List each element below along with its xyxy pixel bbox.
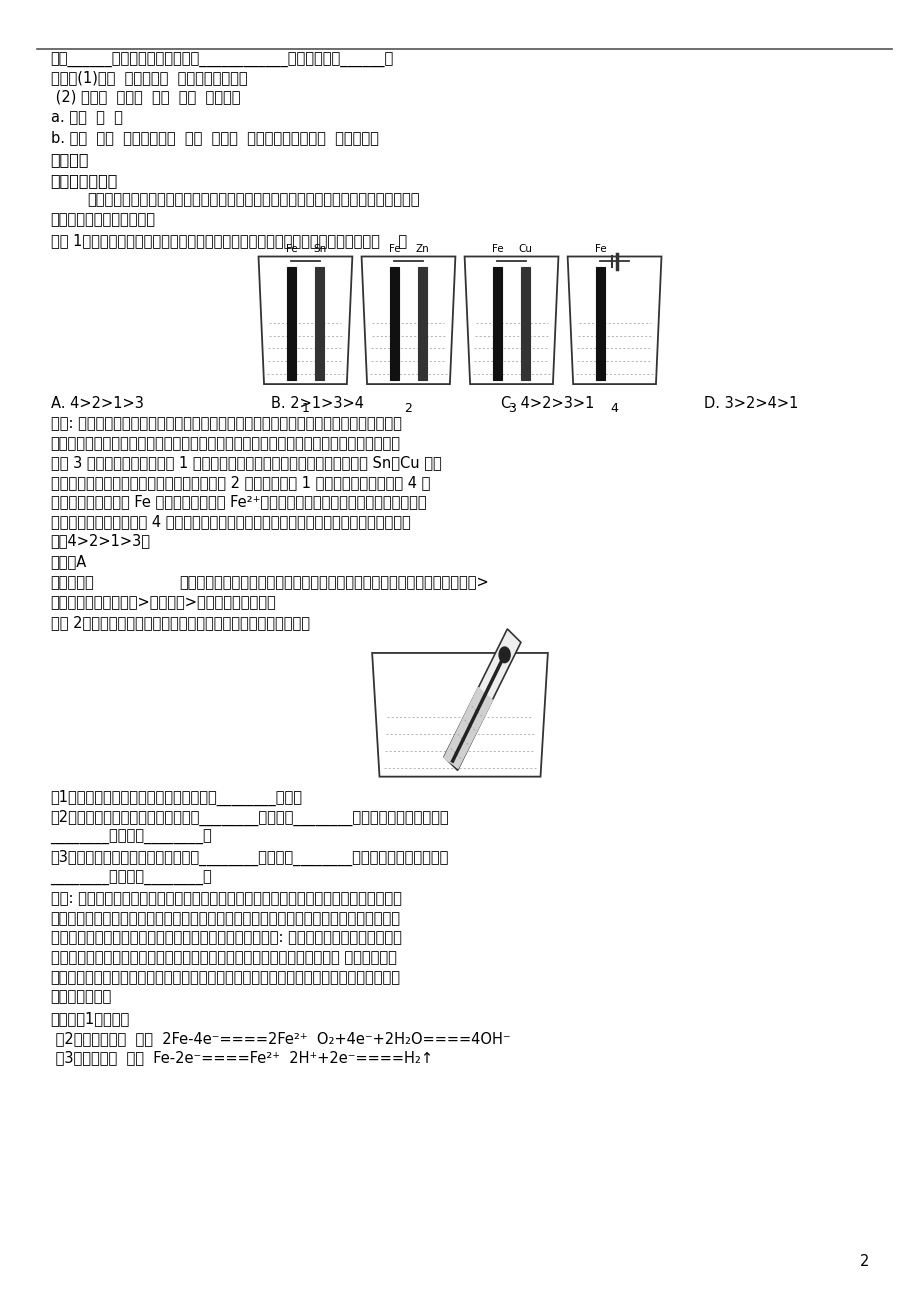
Bar: [390, 267, 398, 380]
Text: 答案：(1)金属  氧化性介质  表面电解质溶液层: 答案：(1)金属 氧化性介质 表面电解质溶液层: [51, 70, 247, 85]
Text: 为：4>2>1>3。: 为：4>2>1>3。: [51, 534, 151, 548]
Text: 答案：（1）电化学: 答案：（1）电化学: [51, 1012, 130, 1026]
Polygon shape: [380, 703, 540, 776]
Text: 在上述四种容器中，容器 4 中的铁的腐蚀过程是最快的。综上分析，按铁被腐蚀的快慢顺序: 在上述四种容器中，容器 4 中的铁的腐蚀过程是最快的。综上分析，按铁被腐蚀的快慢…: [51, 514, 410, 529]
Text: 解析: 金属的腐蚀，从本质上讲是组成化学电池发生氧化还原反应的结果。在原电池中，活: 解析: 金属的腐蚀，从本质上讲是组成化学电池发生氧化还原反应的结果。在原电池中，…: [51, 417, 401, 431]
Text: Fe: Fe: [594, 243, 606, 254]
Text: 接起来，则其被腐蚀的速率增大，所以在容器 2 中的铁比容器 1 中的铁腐蚀得快。容器 4 是: 接起来，则其被腐蚀的速率增大，所以在容器 2 中的铁比容器 1 中的铁腐蚀得快。…: [51, 475, 429, 490]
Text: Fe: Fe: [388, 243, 400, 254]
Text: 蚀属于电化学腐蚀。根据金属腐蚀的条件、原理及结果可知: 试管内液面上升，说明试管内: 蚀属于电化学腐蚀。根据金属腐蚀的条件、原理及结果可知: 试管内液面上升，说明试管…: [51, 931, 401, 945]
Text: 装置 3 中的铁被腐蚀的速率比 1 中的慢；反之，当铁与比它不活泼的金属，如 Sn、Cu 等连: 装置 3 中的铁被腐蚀的速率比 1 中的慢；反之，当铁与比它不活泼的金属，如 S…: [51, 456, 441, 470]
Text: 降，说明试管内气体压强变大，试管内产生了新气体所致，是铁钉的析氢腐蚀的结果，据此: 降，说明试管内气体压强变大，试管内产生了新气体所致，是铁钉的析氢腐蚀的结果，据此: [51, 970, 400, 984]
Circle shape: [499, 647, 510, 663]
Text: 得多，腐蚀速率也快得多。: 得多，腐蚀速率也快得多。: [51, 212, 155, 227]
Text: 1: 1: [301, 402, 309, 415]
Bar: [493, 267, 501, 380]
Text: A. 4>2>1>3: A. 4>2>1>3: [51, 396, 143, 410]
Text: 3: 3: [507, 402, 515, 415]
Polygon shape: [361, 256, 455, 384]
Text: 【例 1】如下图所示，各容器中盛有海水，铁在其中被腐蚀时，由快到慢的顺序是（    ）: 【例 1】如下图所示，各容器中盛有海水，铁在其中被腐蚀时，由快到慢的顺序是（ ）: [51, 233, 406, 247]
Text: 泼金属为负极，该金属被氧化，不活泼金属便被保护起来，其被腐蚀的速率大大减小，所以: 泼金属为负极，该金属被氧化，不活泼金属便被保护起来，其被腐蚀的速率大大减小，所以: [51, 436, 400, 450]
Text: 产生______的积累，这样就抑制了____________，从而防止了______。: 产生______的积累，这样就抑制了____________，从而防止了____…: [51, 53, 393, 68]
Text: 解析: 根据原电池的构成条件，两种不同的材料在有电解质溶液时，若形成闭合回路，即可: 解析: 根据原电池的构成条件，两种不同的材料在有电解质溶液时，若形成闭合回路，即…: [51, 892, 401, 906]
Polygon shape: [573, 310, 655, 384]
Text: Fe: Fe: [285, 243, 297, 254]
Text: C. 4>2>3>1: C. 4>2>3>1: [501, 396, 594, 410]
Text: ________；正极：________。: ________；正极：________。: [51, 831, 212, 845]
Text: （1）铁钉在逐渐生锈，则铁钉的腐蚀属于________腐蚀。: （1）铁钉在逐渐生锈，则铁钉的腐蚀属于________腐蚀。: [51, 790, 302, 806]
Text: 原电池原理引起的腐蚀>化学腐蚀>有防腐措施的腐蚀。: 原电池原理引起的腐蚀>化学腐蚀>有防腐措施的腐蚀。: [51, 595, 276, 609]
Text: （3）若试管内液面下降，则原溶液呈________性，发生________腐蚀，电极反应：负极：: （3）若试管内液面下降，则原溶液呈________性，发生________腐蚀，…: [51, 850, 448, 866]
Text: 压强减小，气体被吸收所致，是铁钉吸氧腐蚀的结果，据此写出电极反应式 试管内液面下: 压强减小，气体被吸收所致，是铁钉吸氧腐蚀的结果，据此写出电极反应式 试管内液面下: [51, 950, 396, 965]
Text: （2）若试管内液面上升，则原溶液是________性，发生________腐蚀，电极反应：负极：: （2）若试管内液面上升，则原溶液是________性，发生________腐蚀，…: [51, 810, 448, 825]
Bar: [418, 267, 426, 380]
Text: Cu: Cu: [518, 243, 532, 254]
Text: a. 锌块  负  正: a. 锌块 负 正: [51, 111, 122, 125]
Bar: [287, 267, 295, 380]
Polygon shape: [264, 310, 346, 384]
Bar: [315, 267, 323, 380]
Text: 一般情况下，化学腐蚀和电化学腐蚀往往同时发生，只是电化学腐蚀比化学腐蚀要普遍: 一般情况下，化学腐蚀和电化学腐蚀往往同时发生，只是电化学腐蚀比化学腐蚀要普遍: [87, 193, 419, 207]
Text: (2) 喷油漆  涂油脂  电镀  喷镀  表面钝化: (2) 喷油漆 涂油脂 电镀 喷镀 表面钝化: [51, 90, 240, 104]
Text: 一个电解池，在这里 Fe 是阳极，不断地以 Fe²⁺的形式进入容器中，从而加速了铁的腐蚀。: 一个电解池，在这里 Fe 是阳极，不断地以 Fe²⁺的形式进入容器中，从而加速了…: [51, 495, 425, 509]
Polygon shape: [371, 654, 548, 776]
Polygon shape: [444, 629, 520, 771]
Text: b. 阴极  阳极  电解质溶液中  电源  负电荷  钢铁失去电子的作用  钢铁的腐蚀: b. 阴极 阳极 电解质溶液中 电源 负电荷 钢铁失去电子的作用 钢铁的腐蚀: [51, 130, 378, 145]
Bar: [521, 267, 529, 380]
Text: 2: 2: [859, 1254, 868, 1268]
Polygon shape: [567, 256, 661, 384]
Text: 一、金属的腐蚀: 一、金属的腐蚀: [51, 173, 118, 187]
Polygon shape: [258, 256, 352, 384]
Text: 友情提示：: 友情提示：: [51, 575, 95, 590]
Text: Fe: Fe: [491, 243, 503, 254]
Text: 构成原电池。铁钉实际上是钢制成的，在这种情况下具备形成原电池的条件，此时发生的腐: 构成原电池。铁钉实际上是钢制成的，在这种情况下具备形成原电池的条件，此时发生的腐: [51, 911, 400, 926]
Polygon shape: [464, 256, 558, 384]
Text: （2）弱酸性或中  吸氧  2Fe-4e⁻====2Fe²⁺  O₂+4e⁻+2H₂O====4OH⁻: （2）弱酸性或中 吸氧 2Fe-4e⁻====2Fe²⁺ O₂+4e⁻+2H₂O…: [51, 1031, 510, 1046]
Text: （3）较强的酸  析氢  Fe-2e⁻====Fe²⁺  2H⁺+2e⁻====H₂↑: （3）较强的酸 析氢 Fe-2e⁻====Fe²⁺ 2H⁺+2e⁻====H₂↑: [51, 1051, 432, 1065]
Text: Zn: Zn: [415, 243, 429, 254]
Text: B. 2>1>3>4: B. 2>1>3>4: [271, 396, 364, 410]
Text: Sn: Sn: [312, 243, 326, 254]
Text: 【例 2】如右图所示，水槽中试管内有一枚铁钉，放置数天观察：: 【例 2】如右图所示，水槽中试管内有一枚铁钉，放置数天观察：: [51, 616, 310, 630]
Text: 疑难剖析: 疑难剖析: [51, 152, 89, 167]
Text: 在同一电解质溶液中，金属腐蚀的快慢由下列原则判断：电解原理引起的腐蚀>: 在同一电解质溶液中，金属腐蚀的快慢由下列原则判断：电解原理引起的腐蚀>: [179, 575, 489, 590]
Bar: [596, 267, 604, 380]
Text: 2: 2: [404, 402, 412, 415]
Text: 答案：A: 答案：A: [51, 555, 86, 569]
Polygon shape: [470, 310, 552, 384]
Text: 4: 4: [610, 402, 618, 415]
Text: D. 3>2>4>1: D. 3>2>4>1: [703, 396, 798, 410]
Polygon shape: [443, 686, 493, 769]
Text: ________；正极：________。: ________；正极：________。: [51, 871, 212, 885]
Text: 写出电极反应。: 写出电极反应。: [51, 990, 112, 1004]
Polygon shape: [367, 310, 449, 384]
